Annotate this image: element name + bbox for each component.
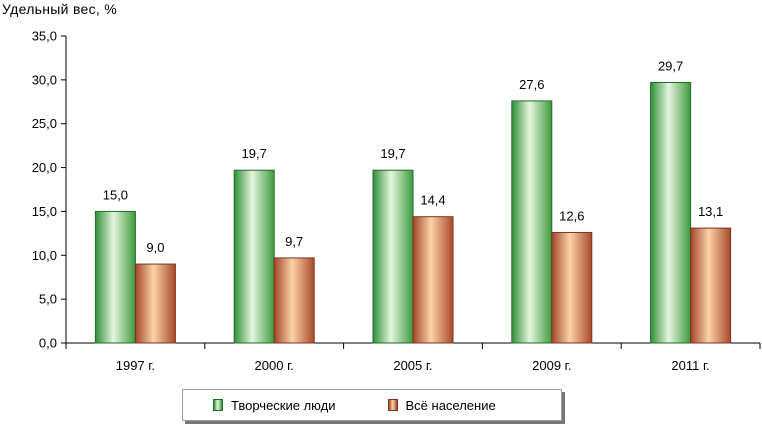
x-category-label: 2000 г. — [255, 358, 294, 373]
data-label: 14,4 — [420, 193, 445, 208]
legend-item-creative: Творческие люди — [213, 398, 336, 413]
y-tick-label: 10,0 — [32, 248, 57, 263]
bar-chart: 0,0 5,0 10,0 15,0 20,0 25,0 30,0 35,0 1997 г. 15… — [32, 29, 761, 373]
x-category-label: 2009 г. — [532, 358, 571, 373]
y-tick-label: 0,0 — [39, 336, 57, 351]
legend-label-creative: Творческие люди — [231, 397, 336, 413]
y-tick-label: 35,0 — [32, 29, 57, 44]
y-tick-label: 25,0 — [32, 116, 57, 131]
bar-population — [551, 231, 593, 344]
data-label: 13,1 — [698, 204, 723, 219]
data-label: 9,0 — [146, 240, 164, 255]
labels: 1997 г. 15,0 9,0 2000 г. 19,7 9,7 2005 г. 19,7 1… — [103, 58, 724, 373]
bar-population — [690, 227, 732, 344]
bars — [94, 81, 732, 344]
y-axis-title: Удельный вес, % — [2, 1, 118, 17]
bar-population — [273, 257, 315, 344]
legend-swatch-creative — [213, 399, 223, 411]
data-label: 15,0 — [103, 187, 128, 202]
legend-item-population: Всё население — [387, 397, 496, 413]
legend: Творческие люди Всё население — [182, 389, 562, 421]
bar-creative — [233, 169, 275, 344]
data-label: 27,6 — [519, 77, 544, 92]
y-tick-label: 30,0 — [32, 72, 57, 87]
bar-creative — [372, 169, 414, 344]
data-label: 12,6 — [559, 208, 584, 223]
axes: 0,0 5,0 10,0 15,0 20,0 25,0 30,0 35,0 — [32, 29, 761, 351]
data-label: 19,7 — [242, 146, 267, 161]
bar-creative — [94, 210, 136, 344]
data-label: 19,7 — [380, 146, 405, 161]
bar-population — [134, 263, 176, 344]
data-label: 9,7 — [285, 234, 303, 249]
x-category-label: 2005 г. — [393, 358, 432, 373]
legend-swatch-population — [387, 399, 398, 411]
x-category-label: 1997 г. — [116, 358, 155, 373]
y-tick-label: 15,0 — [32, 204, 57, 219]
legend-label-population: Всё население — [405, 397, 496, 413]
data-label: 29,7 — [658, 58, 683, 73]
x-category-label: 2011 г. — [671, 358, 709, 373]
y-tick-label: 5,0 — [39, 292, 57, 307]
bar-creative — [650, 81, 692, 344]
y-tick-label: 20,0 — [32, 160, 57, 175]
bar-creative — [511, 100, 553, 344]
bar-population — [412, 216, 454, 344]
